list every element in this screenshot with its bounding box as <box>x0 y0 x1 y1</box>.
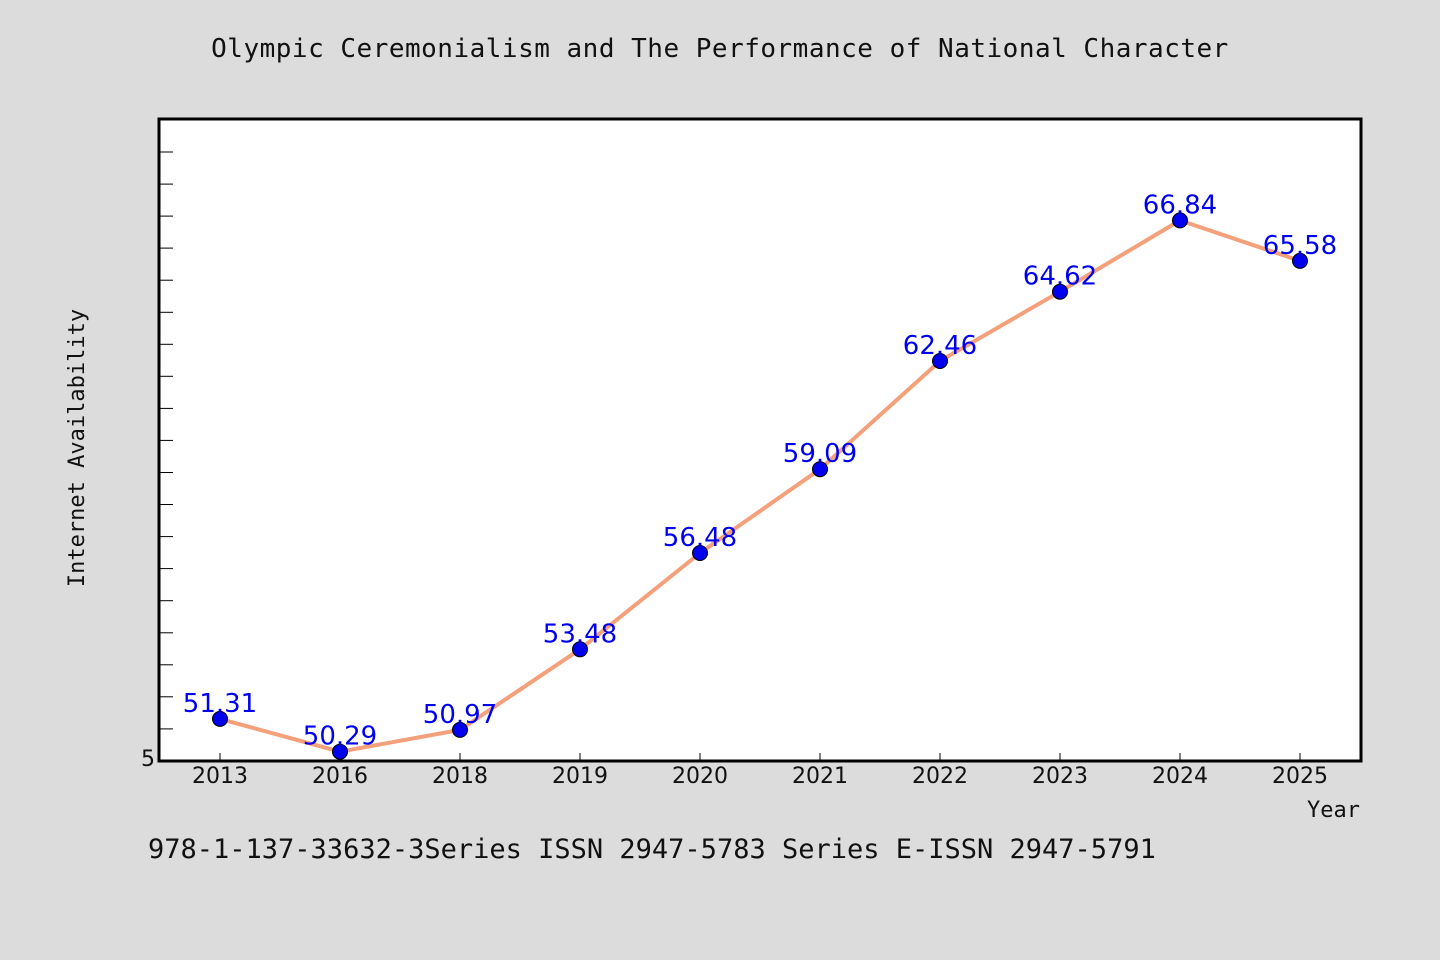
data-label: 56.48 <box>663 523 737 553</box>
data-markers <box>212 212 1308 760</box>
x-tick-label: 2021 <box>792 764 848 789</box>
x-tick-label: 2018 <box>432 764 488 789</box>
data-label: 51.31 <box>183 689 257 719</box>
x-tick-label: 2020 <box>672 764 728 789</box>
data-point <box>1172 212 1188 229</box>
x-axis-tick-labels: 2013 2016 2018 2019 2020 2021 2022 2023 2024 2025 <box>192 764 1328 789</box>
data-label: 59.09 <box>783 439 857 469</box>
data-label: 62.46 <box>903 331 977 361</box>
x-axis-label: Year <box>1307 798 1360 823</box>
x-tick-label: 2013 <box>192 764 248 789</box>
data-point <box>932 353 948 369</box>
y-axis-label: Internet Availability <box>65 309 90 587</box>
footer-text: 978-1-137-33632-3Series ISSN 2947-5783 S… <box>148 834 1156 865</box>
x-tick-label: 2022 <box>912 764 968 789</box>
data-point <box>572 641 588 658</box>
data-label: 53.48 <box>543 619 617 649</box>
x-tick-label: 2025 <box>1272 764 1328 789</box>
data-point <box>812 461 828 478</box>
data-point <box>332 743 348 760</box>
series-line <box>218 218 1302 754</box>
data-point <box>692 545 708 561</box>
x-tick-label: 2024 <box>1152 764 1208 789</box>
y-axis-ticks <box>159 151 173 762</box>
data-point <box>1292 252 1308 269</box>
x-tick-label: 2016 <box>312 764 368 789</box>
x-tick-label: 2023 <box>1032 764 1088 789</box>
plot-area <box>157 117 1363 763</box>
data-label: 66.84 <box>1143 190 1217 220</box>
data-label: 65.58 <box>1263 231 1337 261</box>
data-point <box>452 721 468 738</box>
data-point <box>212 710 228 727</box>
x-tick-label: 2019 <box>552 764 608 789</box>
data-label: 64.62 <box>1023 262 1097 292</box>
y-tick-label: 5 <box>141 747 155 772</box>
chart-title: Olympic Ceremonialism and The Performanc… <box>211 34 1229 64</box>
data-point <box>1052 283 1068 300</box>
data-label: 50.97 <box>423 700 497 730</box>
data-labels: 51.31 50.29 50.97 53.48 56.48 59.09 62.46 64.62… <box>183 190 1337 751</box>
data-label: 50.29 <box>303 722 377 752</box>
